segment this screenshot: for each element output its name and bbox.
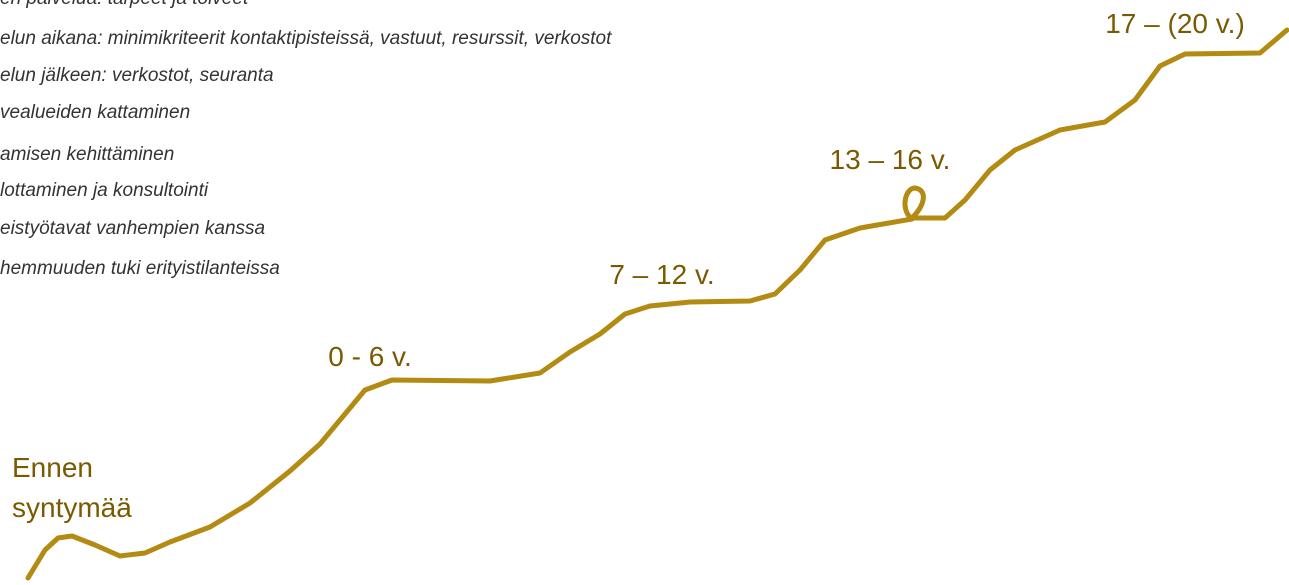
stage-label: 17 – (20 v.) (1105, 8, 1245, 39)
stage-label: Ennen (12, 452, 93, 483)
list-item: eistyötavat vanhempien kanssa (0, 218, 265, 239)
list-item: lottaminen ja konsultointi (0, 180, 209, 201)
list-item: elun aikana: minimikriteerit kontaktipis… (0, 28, 612, 49)
list-item: en palvelua: tarpeet ja toiveet (0, 0, 249, 9)
stage-label: 7 – 12 v. (609, 259, 714, 290)
list-item: elun jälkeen: verkostot, seuranta (0, 65, 274, 86)
growth-path (25, 27, 1289, 581)
list-item: hemmuuden tuki erityistilanteissa (0, 258, 280, 279)
bullet-list: en palvelua: tarpeet ja toiveet elun aika… (0, 0, 612, 279)
stage-labels: Ennen syntymää 0 - 6 v. 7 – 12 v. 13 – 16 v.… (12, 8, 1245, 523)
stage-label: syntymää (12, 492, 132, 523)
list-item: amisen kehittäminen (0, 144, 174, 165)
stage-label: 13 – 16 v. (830, 144, 951, 175)
stage-label: 0 - 6 v. (328, 341, 412, 372)
list-item: vealueiden kattaminen (0, 102, 190, 123)
